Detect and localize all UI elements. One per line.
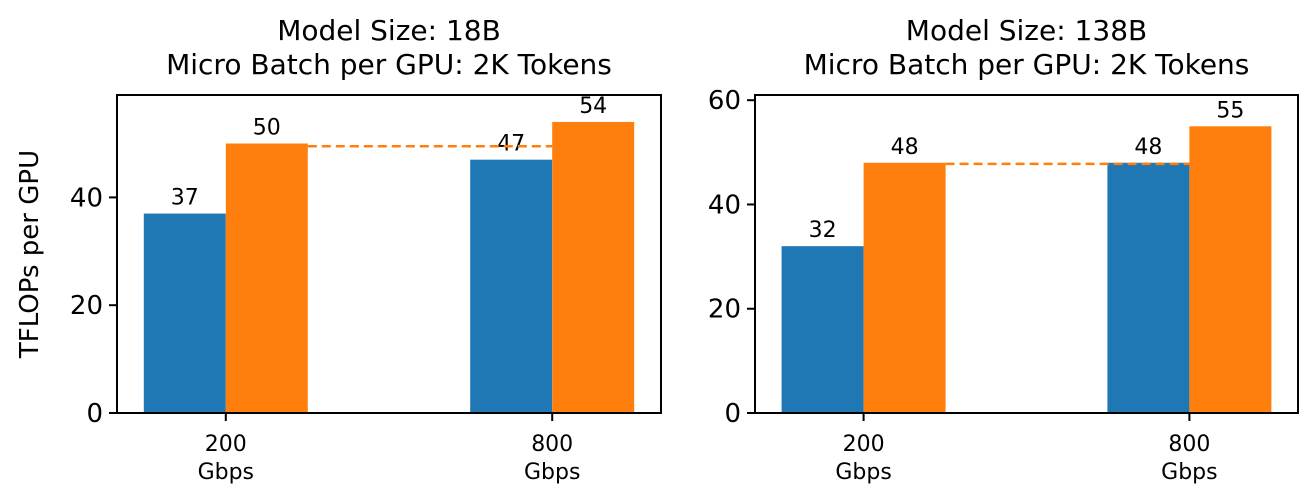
x-tick-label: 800	[531, 432, 573, 457]
y-tick-label: 0	[724, 399, 741, 429]
x-tick-label: Gbps	[524, 460, 580, 485]
bar	[1189, 126, 1272, 413]
bar	[552, 121, 635, 413]
x-tick-label: Gbps	[198, 460, 254, 485]
y-tick-label: 20	[708, 295, 741, 325]
y-tick-label: 0	[86, 399, 103, 429]
bar-value-label: 48	[891, 135, 919, 160]
x-tick-label: 200	[205, 432, 247, 457]
x-tick-label: 800	[1168, 432, 1210, 457]
y-tick-label: 40	[70, 183, 103, 213]
chart-title-line: Micro Batch per GPU: 2K Tokens	[166, 48, 612, 81]
x-tick-label: Gbps	[1161, 460, 1217, 485]
bar-value-label: 37	[171, 186, 199, 211]
bar	[1107, 162, 1190, 413]
bar-value-label: 32	[809, 218, 837, 243]
x-tick-label: 200	[843, 432, 885, 457]
bar	[225, 143, 308, 413]
y-tick-label: 20	[70, 291, 103, 321]
y-axis-label: TFLOPs per GPU	[15, 150, 45, 359]
y-tick-label: 40	[708, 190, 741, 220]
bar-value-label: 47	[497, 132, 525, 157]
bar	[143, 213, 226, 413]
bar-value-label: 48	[1134, 135, 1162, 160]
chart-title-line: Model Size: 138B	[906, 14, 1147, 47]
bar-value-label: 55	[1216, 98, 1244, 123]
bar-value-label: 50	[253, 116, 281, 141]
x-tick-label: Gbps	[835, 460, 891, 485]
axes-frame	[116, 94, 662, 414]
bar	[781, 246, 864, 413]
axes-frame	[754, 94, 1299, 414]
bar	[863, 162, 946, 413]
chart-title-line: Micro Batch per GPU: 2K Tokens	[804, 48, 1250, 81]
y-tick-label: 60	[708, 86, 741, 116]
bar-value-label: 54	[579, 94, 607, 119]
chart-title-line: Model Size: 18B	[277, 14, 501, 47]
bar	[470, 159, 553, 413]
